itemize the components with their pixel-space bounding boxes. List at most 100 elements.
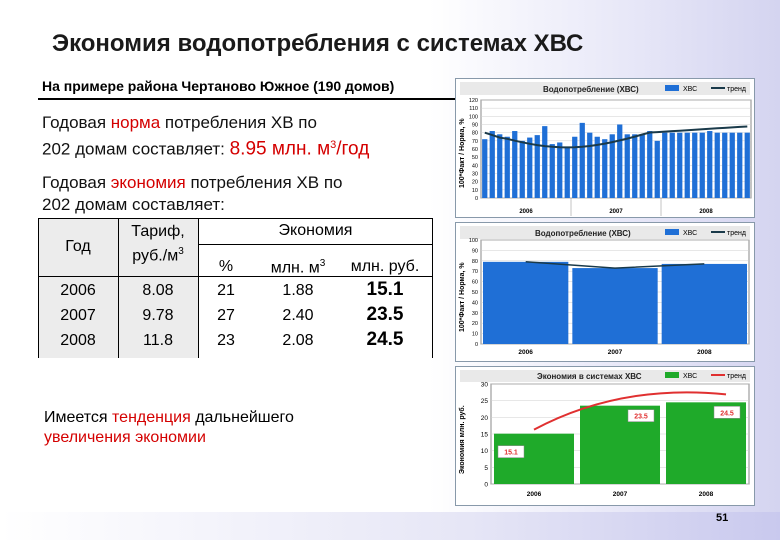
header-m3: млн. м3 [270, 258, 326, 277]
chart2-legend-trend: тренд [727, 230, 746, 237]
chart1-bar [677, 132, 683, 198]
chart1-ytick: 10 [472, 188, 478, 194]
chart1-ytick: 70 [472, 139, 478, 145]
chart3-data-label-box [627, 409, 655, 422]
chart2-ytick: 10 [472, 332, 478, 338]
chart2-ytick: 70 [472, 269, 478, 275]
chart3-data-label-box [497, 445, 525, 458]
chart1-ytick: 0 [475, 196, 478, 202]
chart3-legend-trend: тренд [727, 373, 746, 380]
table-row: 2007 9.78 27 2.40 23.5 [60, 304, 404, 325]
norm-paragraph: Годовая норма потребления ХВ по 202 дома… [42, 113, 370, 160]
chart1-bar [579, 122, 585, 198]
chart1-ytick: 80 [472, 131, 478, 137]
chart1-bar [699, 132, 705, 198]
chart2-legend-xvs: ХВС [683, 230, 697, 237]
chart2-bar [483, 261, 569, 344]
chart1-year-label: 2007 [609, 209, 623, 215]
chart3-legend-swatch [665, 372, 679, 378]
chart3-data-label: 23.5 [634, 414, 648, 421]
chart3-category-label: 2008 [699, 491, 714, 498]
chart1-bar [654, 140, 660, 198]
slide-subtitle: На примере района Чертаново Южное (190 д… [42, 78, 395, 94]
chart2-ytick: 30 [472, 311, 478, 317]
economy-paragraph: Годовая экономия потребления ХВ по 202 д… [42, 173, 343, 214]
chart3-ytick: 15 [481, 432, 489, 439]
chart1-legend-xvs: ХВС [683, 86, 697, 93]
monthly-consumption-chart: Водопотребление (ХВС) ХВС тренд 100*Факт… [455, 78, 755, 218]
chart1-ytick: 40 [472, 163, 478, 169]
chart1-bar [527, 137, 533, 198]
chart1-bar [684, 132, 690, 198]
chart2-bar [572, 268, 658, 344]
chart3-ytick: 30 [481, 382, 489, 389]
chart2-ytick: 0 [475, 342, 478, 348]
header-tariff: Тариф, руб./м3 [131, 223, 185, 265]
chart2-category-label: 2006 [518, 349, 533, 356]
chart1-bar [617, 124, 623, 198]
conclusion-text: Имеется тенденция дальнейшего увеличения… [44, 409, 294, 446]
chart1-ytick: 20 [472, 180, 478, 186]
chart3-category-label: 2007 [613, 491, 628, 498]
economy-chart: Экономия в системах ХВС ХВС тренд Эконом… [455, 366, 755, 506]
chart1-bar [512, 131, 518, 198]
chart3-ytick: 5 [484, 465, 488, 472]
chart2-category-label: 2007 [608, 349, 623, 356]
chart1-legend-swatch [665, 85, 679, 91]
header-rub: млн. руб. [350, 258, 420, 275]
chart1-bar [707, 131, 713, 198]
chart1-bar [549, 144, 555, 198]
yearly-consumption-chart: Водопотребление (ХВС) ХВС тренд 100*Факт… [455, 222, 755, 362]
chart3-trend-line [533, 391, 727, 431]
chart1-bar [692, 132, 698, 198]
chart3-ytick: 0 [484, 482, 488, 489]
chart1-bar [572, 136, 578, 198]
chart1-bar [504, 136, 510, 198]
chart1-year-label: 2006 [519, 209, 533, 215]
chart1-bar [744, 132, 750, 198]
chart1-bar [602, 139, 608, 198]
chart1-bar [729, 132, 735, 198]
chart1-bar [594, 136, 600, 198]
chart3-ytick: 25 [481, 398, 489, 405]
chart3-ytick: 10 [481, 448, 489, 455]
chart2-title: Водопотребление (ХВС) [535, 229, 631, 238]
chart1-ytick: 50 [472, 155, 478, 161]
chart2-ytick: 40 [472, 300, 478, 306]
chart1-title: Водопотребление (ХВС) [543, 85, 639, 94]
subtitle-underline [38, 98, 456, 100]
chart1-bar [737, 132, 743, 198]
chart1-bar [564, 147, 570, 198]
chart1-year-label: 2008 [699, 209, 713, 215]
chart2-ytick: 100 [469, 238, 478, 244]
table-row: 2006 8.08 21 1.88 15.1 [60, 279, 404, 300]
chart2-ylabel: 100*Факт / Норма, % [459, 262, 466, 332]
economy-table: Год Тариф, руб./м3 Экономия % млн. м3 млн… [38, 218, 433, 358]
chart1-ytick: 60 [472, 147, 478, 153]
chart2-ytick: 90 [472, 248, 478, 254]
chart2-ytick: 80 [472, 259, 478, 265]
chart1-trend-line [484, 125, 748, 149]
chart1-legend-trend: тренд [727, 86, 746, 93]
slide-title: Экономия водопотребления с системах ХВС [52, 30, 584, 57]
chart2-legend-swatch [665, 229, 679, 235]
chart1-bar [662, 132, 668, 198]
chart1-bar [639, 134, 645, 198]
chart1-bar [714, 132, 720, 198]
chart3-data-label-box [713, 406, 741, 419]
chart1-bar [632, 134, 638, 198]
chart1-ytick: 100 [469, 114, 478, 120]
chart2-ytick: 50 [472, 290, 478, 296]
header-percent: % [218, 258, 234, 275]
chart1-ytick: 120 [469, 98, 478, 104]
chart3-title: Экономия в системах ХВС [537, 372, 642, 381]
chart1-bar [489, 131, 495, 198]
chart1-bar [497, 134, 503, 198]
page-number: 51 [716, 512, 729, 524]
chart1-bar [534, 135, 540, 198]
chart1-ytick: 30 [472, 172, 478, 178]
chart2-ytick: 20 [472, 321, 478, 327]
chart3-ylabel: Экономия млн. руб. [458, 405, 466, 474]
chart1-ytick: 90 [472, 123, 478, 129]
chart1-bar [482, 139, 488, 198]
